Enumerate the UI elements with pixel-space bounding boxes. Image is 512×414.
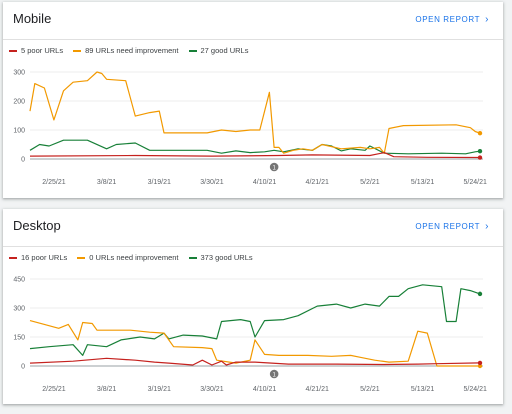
x-tick-label: 3/19/21 [148,386,171,393]
series-line [29,284,481,357]
legend-label: 5 poor URLs [21,46,64,55]
divider [3,246,503,247]
divider [3,39,503,40]
mobile-card: Mobile OPEN REPORT › 5 poor URLs 89 URLs… [3,2,503,198]
chart-legend: 16 poor URLs 0 URLs need improvement 373… [9,253,253,262]
series-end-marker [477,130,483,136]
legend-label: 89 URLs need improvement [85,46,179,55]
series-line [29,71,481,154]
legend-swatch [77,256,86,259]
legend-item-need-improvement[interactable]: 0 URLs need improvement [77,253,179,262]
legend-label: 16 poor URLs [21,253,68,262]
x-tick-label: 3/30/21 [200,386,223,393]
open-report-link[interactable]: OPEN REPORT › [415,13,489,25]
series-line [29,139,481,155]
mobile-line-chart: 0 100 200 300 2/25/21 3/8/21 3/19/21 3/30/21 4/1… [13,70,487,187]
desktop-card: Desktop OPEN REPORT › 16 poor URLs 0 URL… [3,209,503,404]
x-tick-label: 3/8/21 [97,386,117,393]
series-end-marker [477,363,483,369]
x-tick-label: 3/30/21 [200,179,223,186]
x-tick-label: 5/2/21 [360,179,380,186]
legend-item-poor[interactable]: 16 poor URLs [9,253,67,262]
y-tick-label: 0 [21,364,25,371]
legend-item-good[interactable]: 373 good URLs [188,253,253,262]
x-tick-label: 4/21/21 [306,179,329,186]
y-tick-label: 200 [13,99,25,106]
legend-item-poor[interactable]: 5 poor URLs [9,46,63,55]
y-tick-label: 100 [13,128,25,135]
series-end-marker [477,291,483,297]
x-tick-label: 5/13/21 [411,386,434,393]
legend-swatch [9,49,17,52]
x-tick-label: 5/2/21 [360,386,380,393]
x-tick-label: 2/25/21 [42,386,65,393]
annotation-marker [269,369,279,379]
x-tick-label: 3/8/21 [97,179,117,186]
x-tick-label: 4/21/21 [306,386,329,393]
y-tick-label: 450 [13,277,25,284]
open-report-label: OPEN REPORT [415,15,481,24]
annotation-label[interactable]: 1 [272,373,276,379]
legend-label: 373 good URLs [200,253,253,262]
open-report-label: OPEN REPORT [415,222,481,231]
series-line [29,357,481,366]
x-tick-label: 5/24/21 [464,179,487,186]
legend-item-need-improvement[interactable]: 89 URLs need improvement [73,46,179,55]
card-title: Desktop [13,218,61,233]
series-end-marker [477,148,483,154]
legend-swatch [73,49,82,52]
series-end-marker [477,360,483,366]
y-tick-label: 300 [13,70,25,77]
series-end-marker [477,155,483,160]
chevron-right-icon: › [485,220,489,232]
legend-label: 0 URLs need improvement [89,253,179,262]
legend-item-good[interactable]: 27 good URLs [188,46,249,55]
x-tick-label: 5/24/21 [464,386,487,393]
open-report-link[interactable]: OPEN REPORT › [415,220,489,232]
chevron-right-icon: › [485,13,489,25]
y-tick-label: 0 [21,157,25,164]
y-tick-label: 150 [13,335,25,342]
legend-swatch [188,49,197,52]
legend-swatch [9,256,17,259]
y-tick-label: 300 [13,306,25,313]
x-tick-label: 5/13/21 [411,179,434,186]
desktop-line-chart: 0 150 300 450 2/25/21 3/8/21 3/19/21 3/30/21 4/1… [13,277,487,394]
card-title: Mobile [13,11,52,26]
x-tick-label: 3/19/21 [148,179,171,186]
annotation-marker [269,162,279,172]
annotation-label[interactable]: 1 [272,166,276,172]
x-tick-label: 2/25/21 [42,179,65,186]
x-tick-label: 4/10/21 [253,386,276,393]
x-tick-label: 4/10/21 [253,179,276,186]
series-line [29,320,480,367]
series-line [29,151,481,159]
chart-legend: 5 poor URLs 89 URLs need improvement 27 … [9,46,248,55]
legend-swatch [188,256,197,259]
legend-label: 27 good URLs [200,46,249,55]
